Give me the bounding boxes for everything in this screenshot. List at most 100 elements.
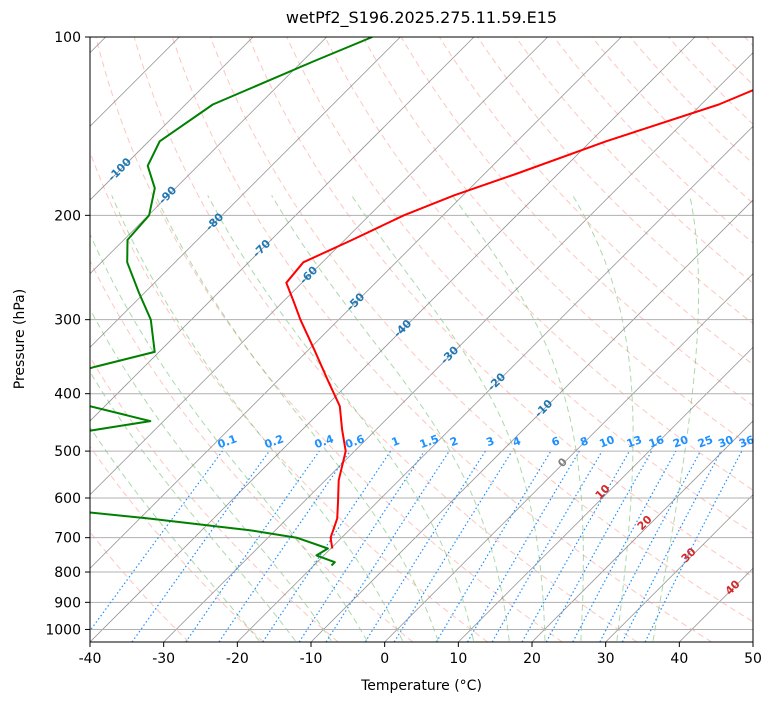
mixing-ratio-label: 10: [598, 433, 617, 451]
isotherm-label: -70: [250, 237, 273, 260]
mixing-ratio-line: [131, 450, 270, 642]
isotherm: [458, 346, 753, 642]
isotherm: [90, 37, 696, 642]
dry-adiabat: [324, 37, 753, 491]
dry-adiabat: [90, 356, 339, 642]
y-tick-label: 500: [54, 444, 81, 460]
dry-adiabat: [591, 37, 753, 204]
chart-title: wetPf2_S196.2025.275.11.59.E15: [285, 8, 558, 27]
mixing-ratio-line: [545, 450, 653, 642]
moist-adiabat: [572, 195, 634, 641]
mixing-ratio-label: 0.1: [216, 432, 239, 451]
moist-adiabat: [90, 308, 332, 642]
mixing-ratio-label: 25: [696, 433, 715, 450]
mixing-ratio-label: 3: [484, 434, 496, 449]
mixing-ratio-line: [325, 450, 450, 642]
dry-adiabat: [90, 150, 488, 642]
background-grid: [90, 37, 753, 642]
mixing-ratio-line: [262, 450, 392, 642]
mixing-ratio-label: 8: [578, 434, 590, 449]
mixing-ratio-line: [218, 450, 351, 642]
isotherm: [90, 37, 475, 422]
dry-adiabat: [744, 37, 753, 47]
x-tick-label: 40: [670, 651, 688, 667]
isotherm: [531, 420, 753, 642]
isotherm-label: -30: [438, 343, 461, 366]
dry-adiabat: [90, 445, 264, 642]
mixing-ratio-label: 4: [511, 434, 523, 449]
x-tick-label: -10: [300, 651, 323, 667]
y-tick-label: 400: [54, 387, 81, 403]
mixing-ratio-label: 6: [550, 434, 562, 449]
moist-adiabat: [90, 426, 260, 642]
isotherm: [752, 641, 753, 642]
dry-adiabat: [515, 37, 753, 284]
isotherm-label: -40: [391, 317, 414, 340]
isotherm: [90, 37, 401, 348]
moist-adiabat-label: 0: [555, 455, 570, 470]
x-tick-label: 0: [380, 651, 389, 667]
isotherm: [90, 37, 327, 275]
mixing-ratio-label: 2: [448, 434, 460, 449]
moist-adiabat-label: 20: [635, 513, 655, 533]
y-tick-label: 300: [54, 313, 81, 329]
dry-adiabat: [400, 37, 753, 407]
y-tick-label: 1000: [45, 622, 81, 638]
moist-adiabat: [111, 195, 403, 641]
moist-adiabat-label: 30: [679, 545, 699, 565]
mixing-ratio-label: 30: [716, 433, 735, 451]
mixing-ratio-label: 13: [625, 433, 644, 450]
mixing-ratio-label: 0.6: [344, 432, 367, 451]
x-tick-label: -20: [226, 651, 249, 667]
isotherm: [237, 125, 753, 642]
isotherm: [384, 273, 753, 642]
y-tick-label: 900: [54, 595, 81, 611]
temperature-profile: [285, 89, 753, 549]
mixing-ratio-line: [185, 450, 320, 642]
mixing-ratio-line: [599, 450, 702, 642]
isotherm-label: -10: [532, 397, 555, 420]
dry-adiabat: [629, 37, 753, 165]
isotherm: [310, 199, 753, 642]
dry-adiabat: [706, 37, 753, 86]
x-tick-label: -40: [79, 651, 102, 667]
mixing-ratio-line: [572, 450, 677, 642]
dry-adiabat: [90, 259, 414, 642]
mixing-ratio-line: [521, 450, 631, 642]
mixing-ratio-line: [298, 450, 425, 642]
mixing-ratio-label: 20: [671, 433, 690, 451]
dry-adiabat: [95, 37, 563, 642]
x-axis-label: Temperature (°C): [361, 678, 482, 694]
mixing-ratio-label: 36: [737, 433, 756, 451]
isotherm-label: -80: [203, 210, 226, 233]
dry-adiabat: [248, 37, 753, 578]
isotherm: [605, 494, 753, 642]
x-tick-label: -30: [152, 651, 175, 667]
moist-adiabat: [271, 195, 510, 641]
mixing-ratio-label: 0.2: [263, 432, 286, 451]
x-tick-label: 10: [449, 651, 467, 667]
y-tick-label: 700: [54, 531, 81, 547]
mixing-ratio-label: 1.5: [418, 432, 441, 451]
x-tick-label: 50: [744, 651, 762, 667]
mixing-ratio-line: [435, 450, 552, 642]
mixing-ratio-line: [393, 450, 513, 642]
dry-adiabat: [477, 37, 753, 325]
axis-ticks: -40 -30 -20 -10 0 10 20 30 40 5010020030040050060…: [45, 30, 762, 667]
y-tick-label: 100: [54, 30, 81, 46]
mixing-ratio-line: [644, 450, 743, 642]
isotherm: [90, 37, 622, 569]
mixing-ratio-label: 1: [390, 434, 402, 449]
dry-adiabat: [90, 531, 190, 642]
moist-adiabat: [451, 195, 584, 641]
mixing-ratio-label: 16: [647, 433, 666, 451]
x-tick-label: 20: [523, 651, 541, 667]
dry-adiabat: [133, 37, 638, 642]
moist-adiabat-label: 40: [723, 577, 743, 597]
plot-frame: [89, 36, 754, 643]
y-tick-label: 200: [54, 208, 81, 224]
moist-adiabat: [652, 195, 700, 641]
profile-lines: [90, 37, 753, 567]
dry-adiabat: [171, 37, 712, 642]
y-tick-label: 800: [54, 565, 81, 581]
